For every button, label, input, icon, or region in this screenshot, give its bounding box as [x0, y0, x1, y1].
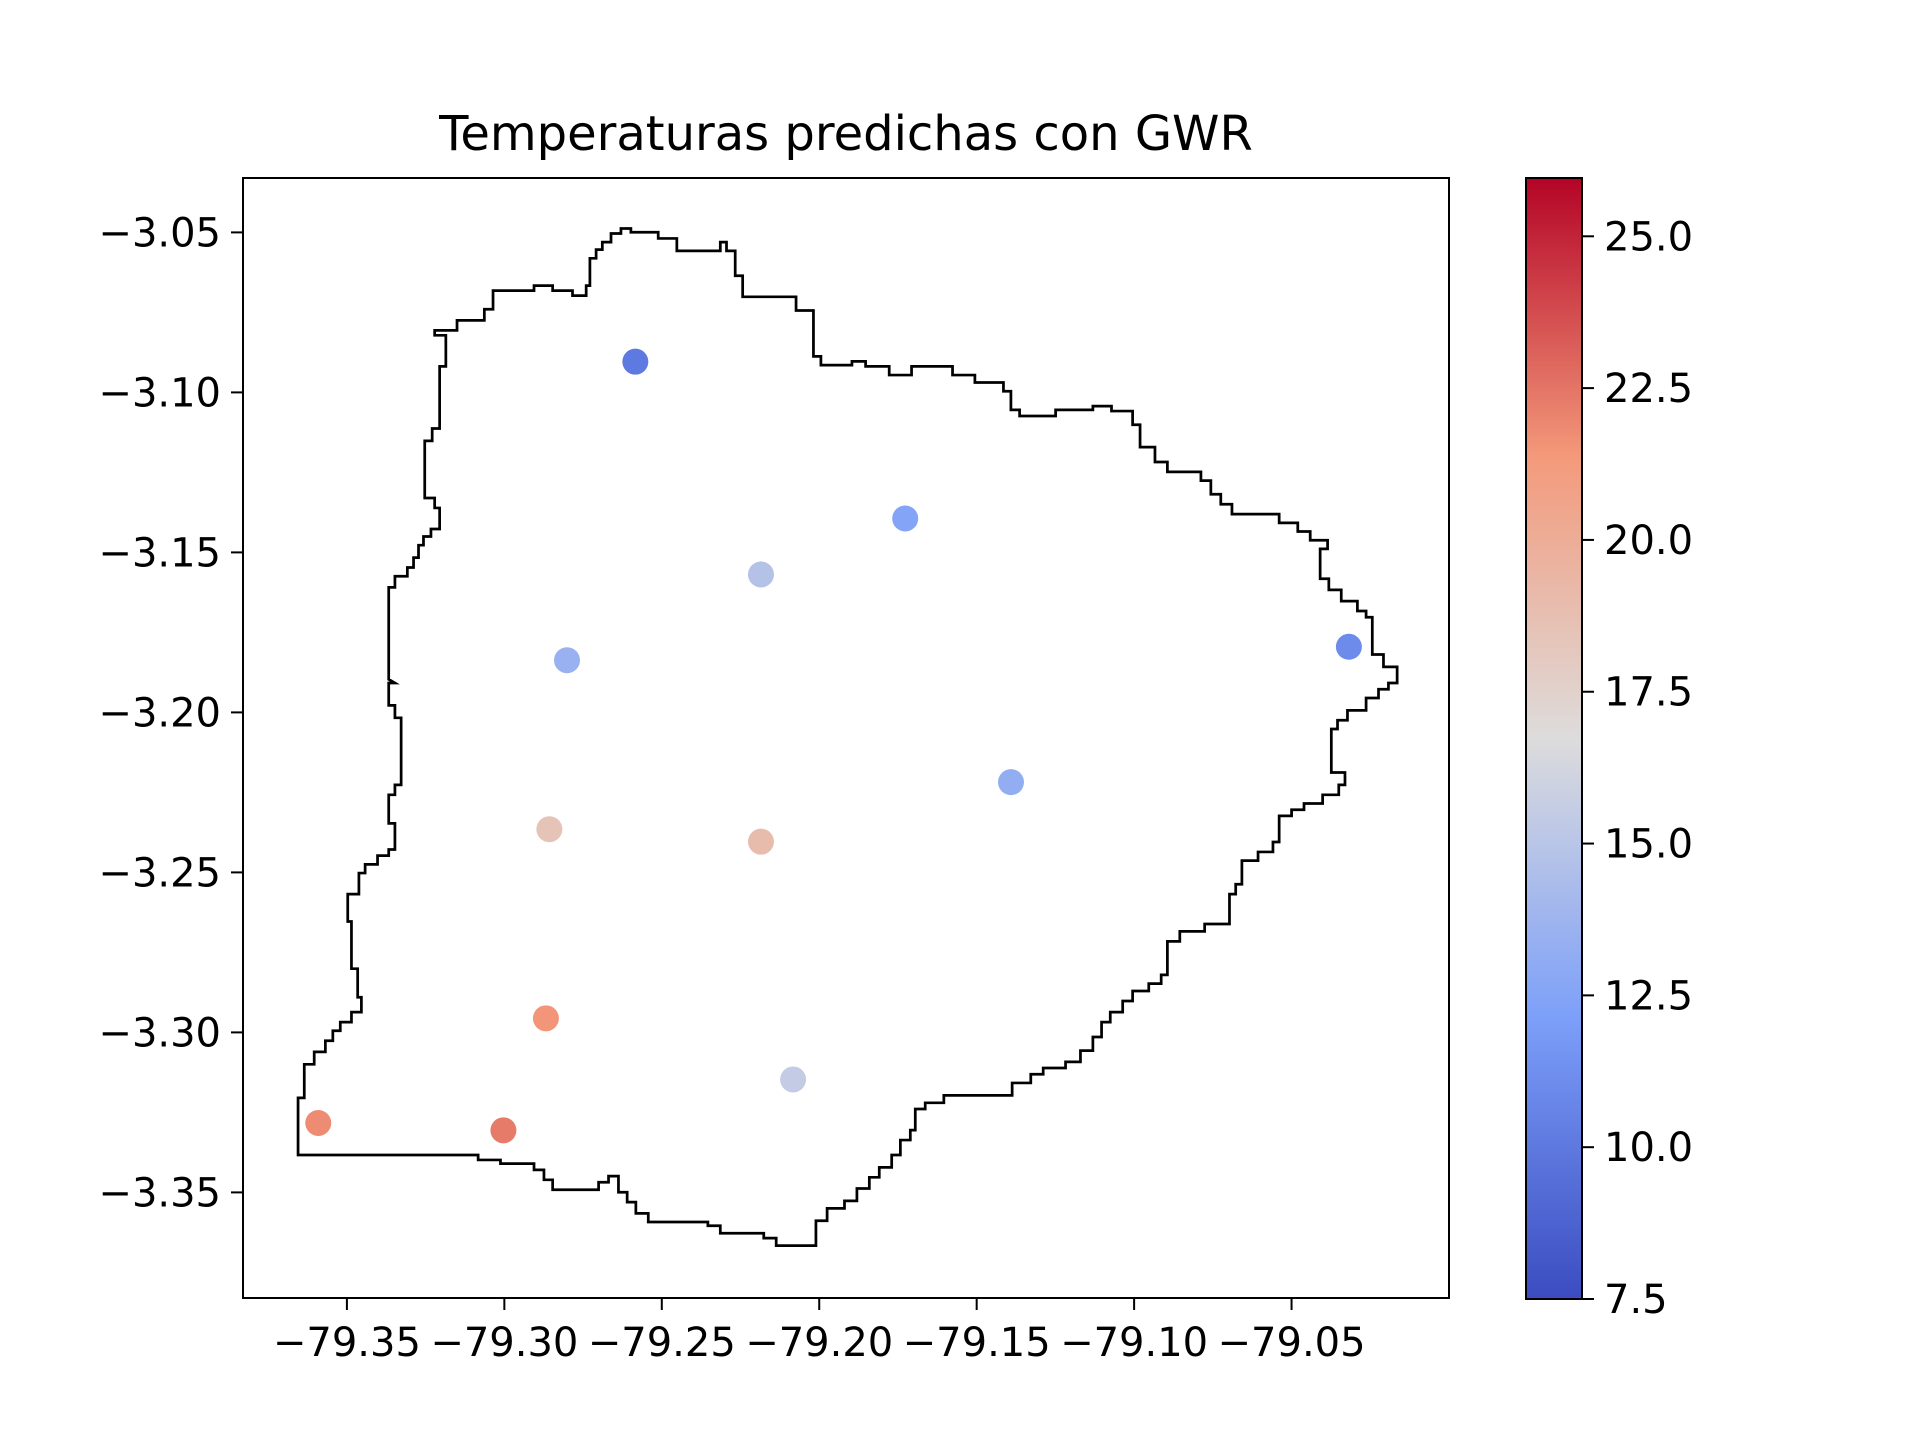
chart-title: Temperaturas predichas con GWR	[438, 106, 1253, 162]
station-point	[892, 505, 919, 532]
colorbar-tick-label: 25.0	[1604, 214, 1693, 260]
colorbar-tick-label: 12.5	[1604, 973, 1693, 1019]
colorbar-tick-label: 22.5	[1604, 366, 1693, 412]
colorbar-tick-label: 20.0	[1604, 518, 1693, 564]
x-tick-label: −79.10	[1060, 1320, 1208, 1366]
colorbar-tick-label: 10.0	[1604, 1125, 1693, 1171]
y-tick-label: −3.25	[98, 850, 221, 896]
station-point	[780, 1066, 807, 1093]
station-point	[997, 769, 1024, 796]
station-point	[747, 561, 774, 588]
colorbar-frame	[1525, 177, 1583, 1300]
boundary-outline	[296, 227, 1399, 1247]
station-point	[532, 1005, 559, 1032]
y-tick-label: −3.10	[98, 370, 221, 416]
colorbar-tick-label: 17.5	[1604, 670, 1693, 716]
station-point	[747, 828, 774, 855]
x-tick-label: −79.35	[273, 1320, 421, 1366]
station-point	[536, 816, 563, 843]
y-tick-label: −3.20	[98, 690, 221, 736]
y-tick-label: −3.05	[98, 210, 221, 256]
y-tick-label: −3.30	[98, 1010, 221, 1056]
colorbar-tick-label: 7.5	[1604, 1277, 1668, 1323]
station-point	[1335, 633, 1362, 660]
station-point	[305, 1109, 332, 1136]
x-tick-label: −79.15	[903, 1320, 1051, 1366]
x-tick-label: −79.25	[588, 1320, 736, 1366]
station-point	[622, 348, 649, 375]
station-point	[554, 647, 581, 674]
station-point	[490, 1117, 517, 1144]
axes-frame	[242, 177, 1450, 1299]
y-tick-label: −3.15	[98, 530, 221, 576]
x-tick-label: −79.30	[430, 1320, 578, 1366]
x-tick-label: −79.20	[745, 1320, 893, 1366]
colorbar-tick-label: 15.0	[1604, 822, 1693, 868]
x-tick-label: −79.05	[1218, 1320, 1366, 1366]
colorbar	[1526, 178, 1582, 1299]
y-tick-label: −3.35	[98, 1170, 221, 1216]
basin-boundary	[296, 227, 1399, 1247]
